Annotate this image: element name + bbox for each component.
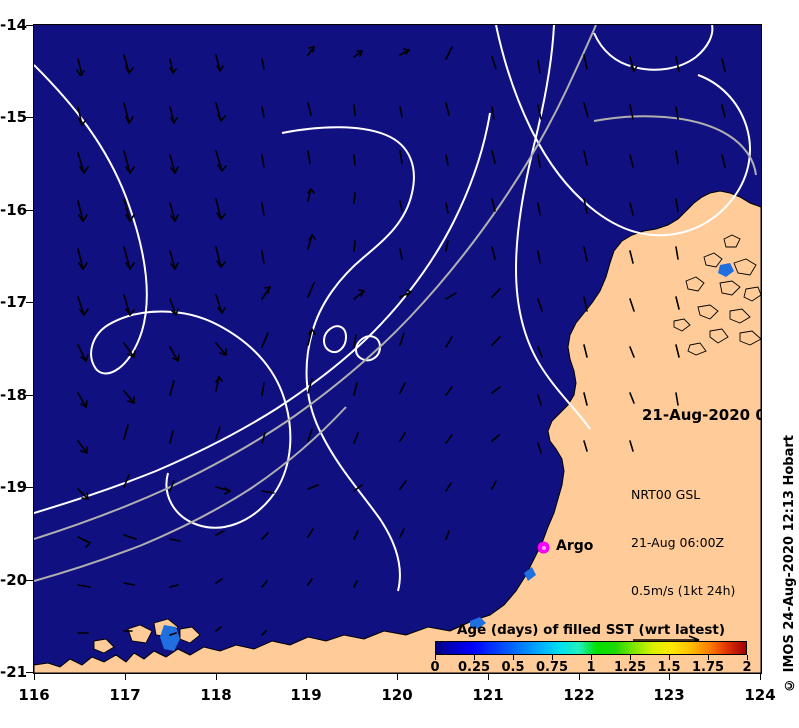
vector-key-line2: 21-Aug 06:00Z xyxy=(631,535,725,550)
isobath-depth-key: 200m 1000m xyxy=(216,645,284,673)
colorbar-tick xyxy=(668,655,670,660)
colorbar-tick-label: 1 xyxy=(586,660,596,675)
contour-1000m-central xyxy=(281,126,415,592)
colorbar-tick-label: 1.25 xyxy=(613,660,647,675)
land-australia xyxy=(34,190,761,673)
colorbar-tick xyxy=(473,655,475,660)
y-tick-label: -20 xyxy=(0,571,28,589)
colorbar-tick-label: 1.75 xyxy=(691,660,725,675)
colorbar-title: Age (days) of filled SST (wrt latest) xyxy=(456,622,726,638)
colorbar-tick xyxy=(746,655,748,660)
y-tick xyxy=(26,395,33,396)
colorbar-tick xyxy=(512,655,514,660)
y-tick xyxy=(26,302,33,303)
x-tick-label: 116 xyxy=(18,686,50,704)
y-tick-label: -21 xyxy=(0,663,28,681)
current-vector-key: NRT00 GSL 21-Aug 06:00Z 0.5m/s (1kt 24h) xyxy=(631,455,736,673)
colorbar-tick-label: 0.25 xyxy=(457,660,491,675)
argo-label: Argo xyxy=(556,538,594,554)
y-tick-label: -19 xyxy=(0,478,28,496)
colorbar-tick xyxy=(551,655,553,660)
y-tick xyxy=(26,210,33,211)
shallow-water-patch-coast xyxy=(470,617,486,629)
y-tick-label: -15 xyxy=(0,108,28,126)
colorbar-tick-label: 0.75 xyxy=(535,660,569,675)
y-tick-label: -16 xyxy=(0,201,28,219)
x-tick xyxy=(306,673,307,680)
contour-1000m-east2 xyxy=(495,25,751,237)
colorbar-tick-label: 1.5 xyxy=(657,660,681,675)
y-tick xyxy=(26,672,33,673)
colorbar-tick xyxy=(590,655,592,660)
current-vector-field xyxy=(76,46,726,636)
shallow-water-patch-ne xyxy=(718,263,734,277)
y-tick xyxy=(26,25,33,26)
map-plot-area[interactable]: 21-Aug-2020 08Z NRT00 GSL 21-Aug 06:00Z … xyxy=(33,24,762,674)
shallow-water-patch-sw xyxy=(160,625,180,651)
colorbar-tick xyxy=(629,655,631,660)
x-tick xyxy=(760,673,761,680)
x-tick-label: 122 xyxy=(563,686,595,704)
contour-200m-coastal xyxy=(34,406,347,582)
y-tick-label: -17 xyxy=(0,293,28,311)
contour-200m-main xyxy=(34,25,597,540)
contour-200m-ne xyxy=(593,115,757,176)
x-tick-label: 117 xyxy=(109,686,141,704)
colorbar-tick-labels: 0 0.25 0.5 0.75 1 1.25 1.5 1.75 2 xyxy=(430,660,751,676)
x-tick xyxy=(125,673,126,680)
contour-1000m-ne-branch xyxy=(593,25,714,71)
x-tick xyxy=(579,673,580,680)
x-tick xyxy=(488,673,489,680)
contour-1000m-east xyxy=(514,25,591,430)
x-tick-label: 120 xyxy=(381,686,413,704)
y-tick xyxy=(26,580,33,581)
x-tick xyxy=(397,673,398,680)
colorbar-tick-label: 0 xyxy=(430,660,440,675)
x-tick xyxy=(34,673,35,680)
colorbar-ticks xyxy=(434,655,748,660)
y-tick-label: -14 xyxy=(0,16,28,34)
vector-key-line1: NRT00 GSL xyxy=(631,487,701,502)
x-tick xyxy=(669,673,670,680)
contour-1000m-small-loop-b xyxy=(355,335,382,362)
land-islands-ne xyxy=(673,234,761,356)
argo-float-marker[interactable] xyxy=(538,542,549,553)
colorbar-tick-label: 0.5 xyxy=(501,660,525,675)
colorbar-tick xyxy=(707,655,709,660)
colorbar-gradient[interactable] xyxy=(435,641,747,655)
colorbar-tick-label: 2 xyxy=(742,660,752,675)
contour-1000m-small-loop-a xyxy=(323,325,348,353)
colorbar[interactable]: Age (days) of filled SST (wrt latest) 0 … xyxy=(430,622,751,676)
contour-1000m-sw xyxy=(34,112,491,514)
x-tick-label: 124 xyxy=(744,686,776,704)
colorbar-tick xyxy=(434,655,436,660)
y-tick xyxy=(26,117,33,118)
y-tick xyxy=(26,487,33,488)
x-tick-label: 121 xyxy=(472,686,504,704)
x-tick-label: 119 xyxy=(290,686,322,704)
x-tick-label: 118 xyxy=(200,686,232,704)
x-tick xyxy=(216,673,217,680)
credit-text: © IMOS 24-Aug-2020 12:13 Hobart xyxy=(782,435,797,692)
map-svg xyxy=(34,25,761,673)
y-tick-label: -18 xyxy=(0,386,28,404)
shallow-water-patch-coast2 xyxy=(524,567,536,581)
vector-key-line3: 0.5m/s (1kt 24h) xyxy=(631,583,736,598)
x-tick-label: 123 xyxy=(653,686,685,704)
contour-1000m-west xyxy=(34,64,292,529)
datestamp-label: 21-Aug-2020 08Z xyxy=(642,406,761,424)
